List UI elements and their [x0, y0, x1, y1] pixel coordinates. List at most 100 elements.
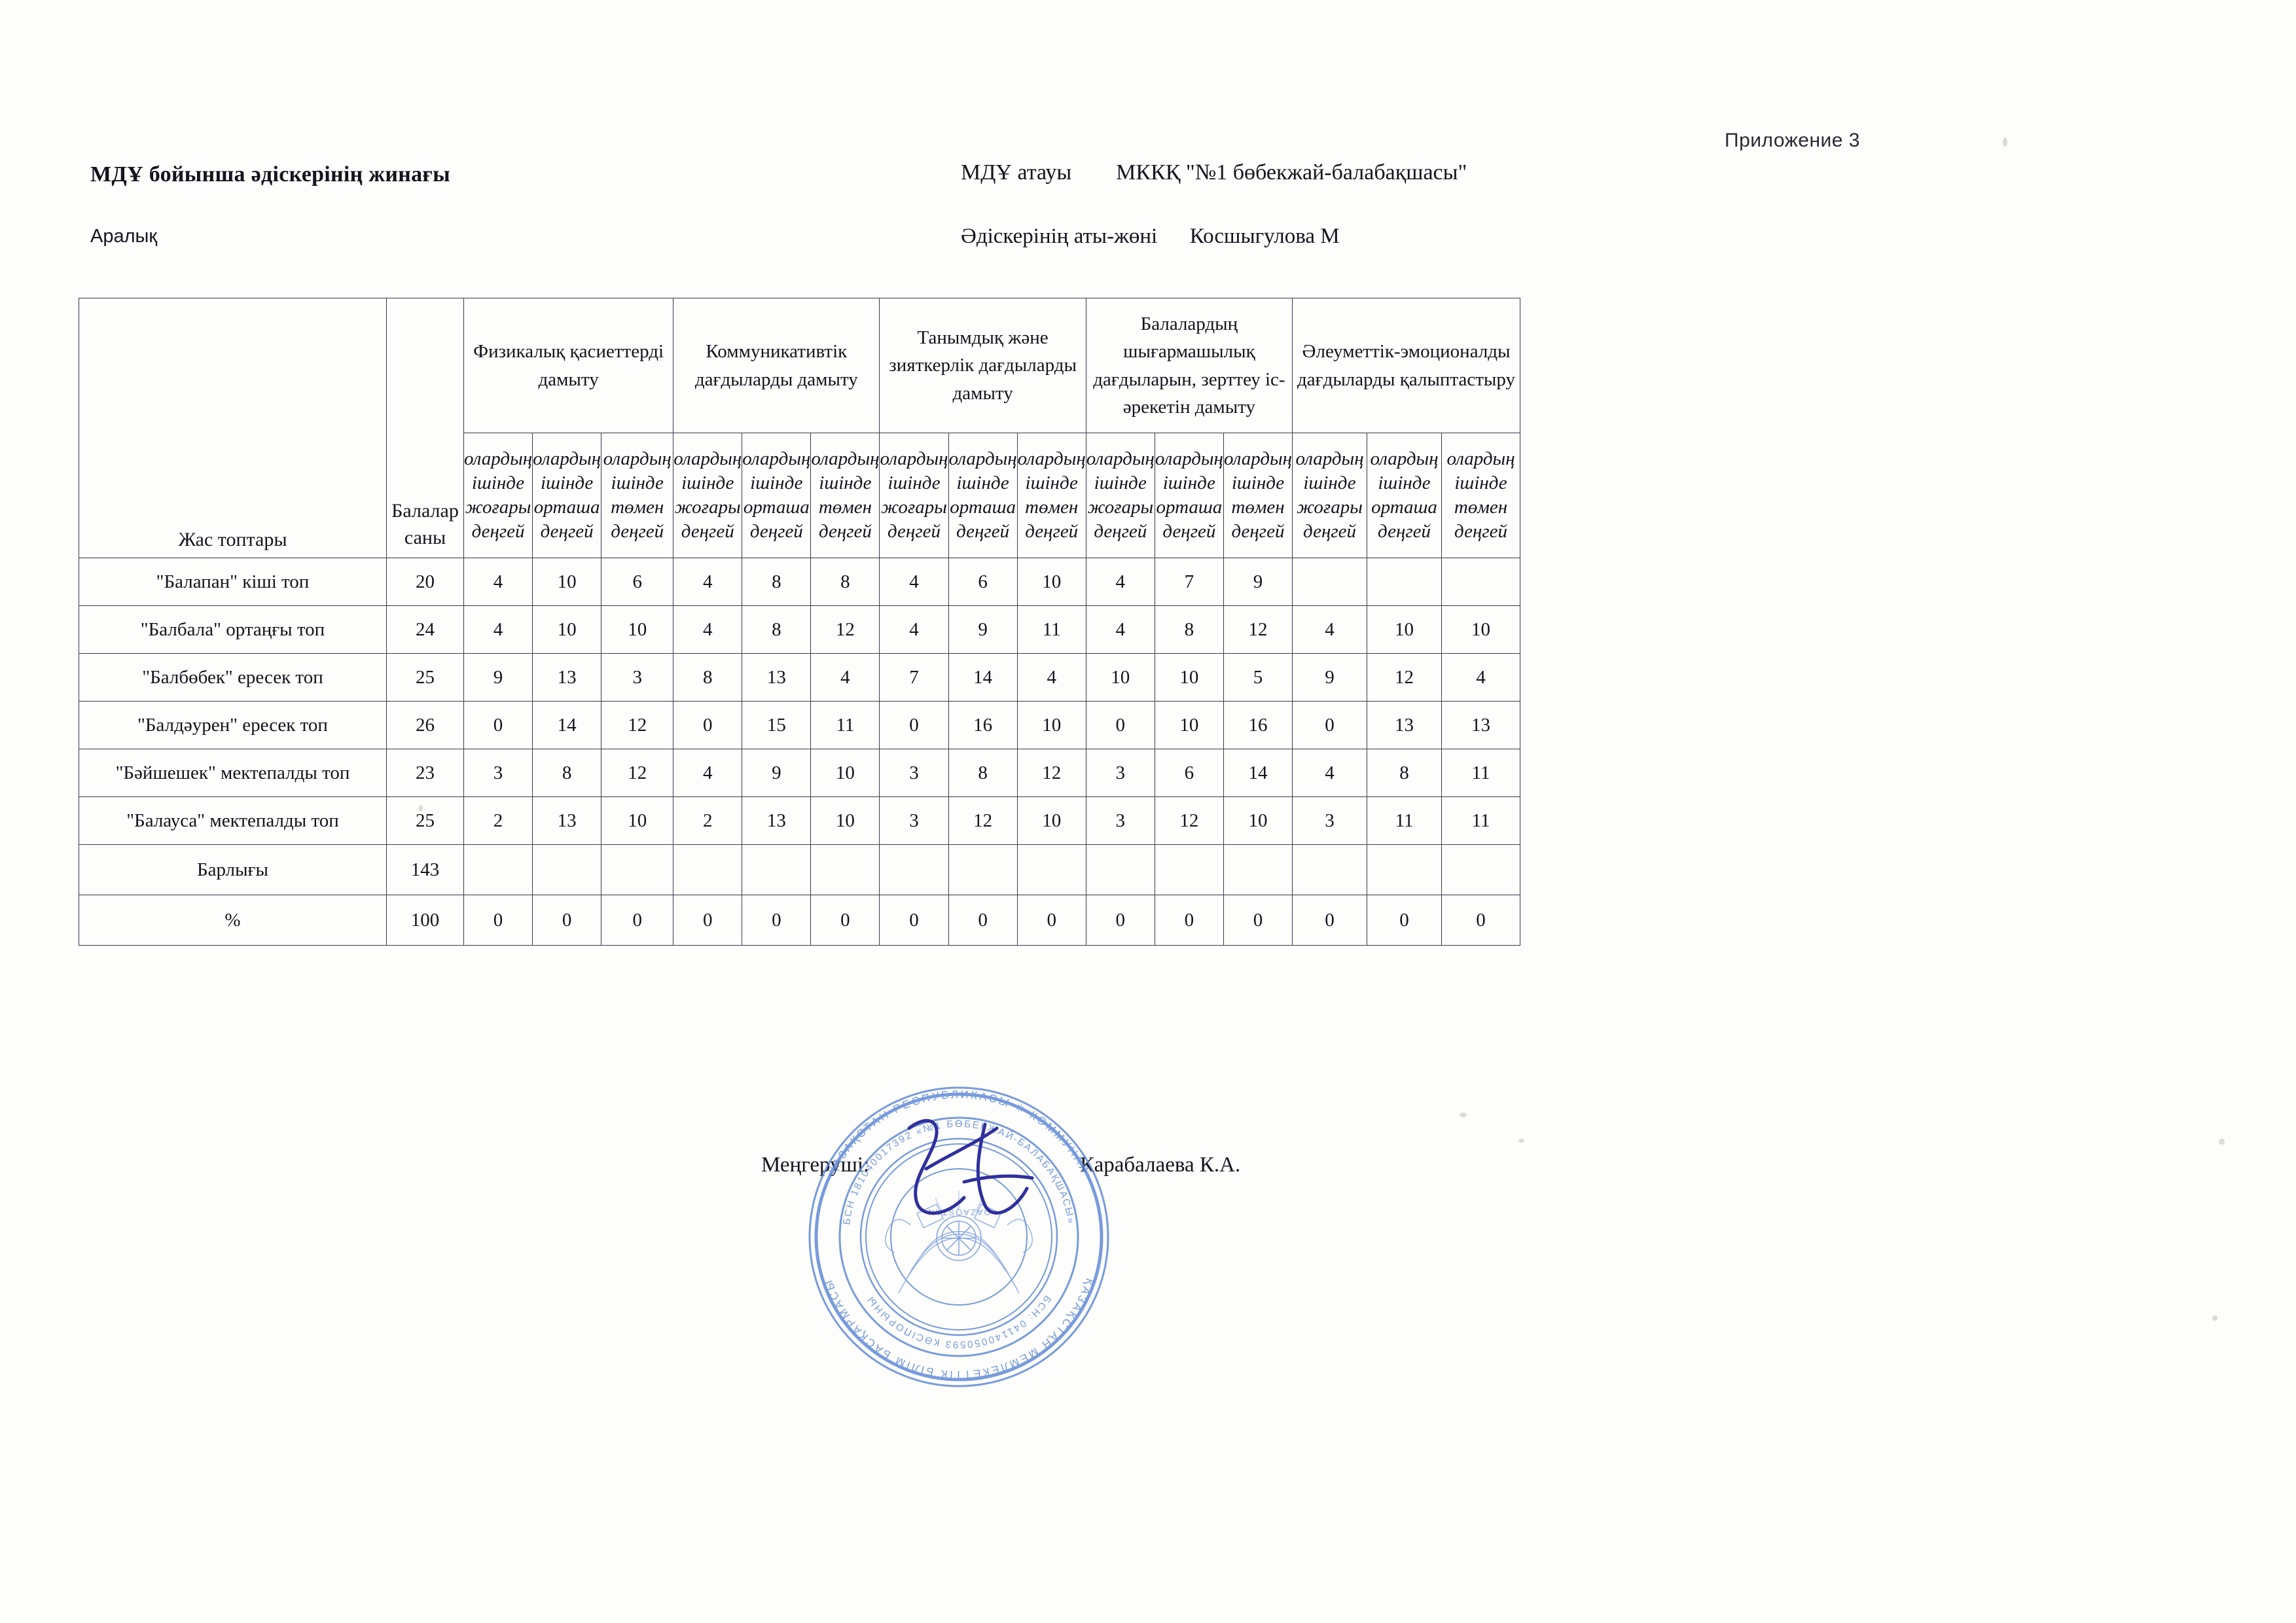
- total-cell: [1367, 844, 1443, 895]
- sub-header-cognitive-high: олардың ішінде жоғары деңгей: [879, 433, 949, 558]
- row-value-cell: 4: [1016, 653, 1086, 702]
- row-value-cell: 12: [1367, 653, 1443, 702]
- svg-text:БСН: 041140050593 КӘСІПОРЫНЫ: БСН: 041140050593 КӘСІПОРЫНЫ: [865, 1293, 1053, 1350]
- total-cell: [1441, 844, 1521, 895]
- row-group-label: "Балбөбек" ересек топ: [79, 653, 387, 702]
- row-value-cell: 14: [532, 701, 602, 749]
- sub-header-communicative-mid: олардың ішінде орташа деңгей: [742, 433, 812, 558]
- row-value-cell: 4: [1292, 749, 1368, 797]
- row-value-cell: 3: [1292, 796, 1368, 845]
- period-label: Аралық: [90, 226, 158, 247]
- row-value-cell: 9: [1223, 558, 1293, 606]
- total-cell: [532, 844, 602, 895]
- percent-value-cell: 0: [742, 895, 812, 946]
- sub-header-creative-mid: олардың ішінде орташа деңгей: [1154, 433, 1224, 558]
- header-children-count-text: Балалар саны: [391, 500, 459, 548]
- row-group-label: "Балапан" кіші топ: [79, 558, 387, 606]
- table-row: "Балапан" кіші топ 20 4 10 6 4 8 8 4 6 10 4 7 9: [79, 558, 1521, 606]
- svg-text:QAZAQSTAN: QAZAQSTAN: [927, 1207, 990, 1217]
- row-value-cell: 0: [463, 701, 533, 749]
- row-value-cell: 12: [948, 796, 1018, 845]
- sub-header-creative-high: олардың ішінде жоғары деңгей: [1085, 433, 1155, 558]
- row-value-cell: [1292, 558, 1368, 606]
- row-value-cell: 13: [1441, 701, 1521, 749]
- row-value-cell: 8: [1154, 605, 1224, 654]
- total-children-count: 143: [386, 844, 464, 895]
- group-header-social-emotional: Әлеуметтік-эмоционалды дағдыларды қалыпт…: [1292, 298, 1521, 433]
- row-value-cell: 10: [810, 796, 880, 845]
- total-cell: [601, 844, 674, 895]
- table-row: "Балбала" ортаңғы топ 24 4 10 10 4 8 12 4 9 11 4 8 12…: [79, 605, 1521, 654]
- percent-value-cell: 0: [1223, 895, 1293, 946]
- row-children-count: 26: [386, 701, 464, 749]
- institution-underline: ____: [1071, 160, 1116, 185]
- row-value-cell: 4: [1292, 605, 1368, 654]
- row-value-cell: 10: [532, 558, 602, 606]
- row-value-cell: 13: [532, 796, 602, 845]
- row-value-cell: 8: [1367, 749, 1443, 797]
- total-cell: [1154, 844, 1224, 895]
- row-value-cell: 14: [948, 653, 1018, 702]
- row-value-cell: 10: [1085, 653, 1155, 702]
- row-value-cell: 7: [879, 653, 949, 702]
- table-group-header-row: Жас топтары Балалар саны Физикалық қасие…: [79, 298, 1521, 558]
- total-cell: [1292, 844, 1368, 895]
- row-value-cell: 4: [1085, 558, 1155, 606]
- row-value-cell: 16: [1223, 701, 1293, 749]
- row-value-cell: 12: [810, 605, 880, 654]
- row-value-cell: 8: [673, 653, 743, 702]
- row-value-cell: 13: [742, 653, 812, 702]
- percent-value-cell: 0: [948, 895, 1018, 946]
- percent-label: %: [79, 895, 387, 946]
- row-value-cell: 11: [1441, 749, 1521, 797]
- row-value-cell: [1441, 558, 1521, 606]
- group-header-communicative: Коммуникативтік дағдыларды дамыту: [673, 298, 880, 433]
- row-value-cell: 4: [879, 605, 949, 654]
- sub-header-communicative-high: олардың ішінде жоғары деңгей: [673, 433, 743, 558]
- total-cell: [673, 844, 743, 895]
- methodist-underline: ___: [1157, 224, 1190, 248]
- total-cell: [810, 844, 880, 895]
- row-value-cell: 4: [1441, 653, 1521, 702]
- percent-value-cell: 0: [1154, 895, 1224, 946]
- row-value-cell: 10: [1367, 605, 1443, 654]
- row-value-cell: 5: [1223, 653, 1293, 702]
- row-value-cell: 3: [601, 653, 674, 702]
- percent-value-cell: 0: [1367, 895, 1443, 946]
- row-children-count: 25: [386, 653, 464, 702]
- row-value-cell: 9: [742, 749, 812, 797]
- page-title: МДҰ бойынша әдіскерінің жинағы: [90, 162, 450, 187]
- row-value-cell: 3: [463, 749, 533, 797]
- row-value-cell: 12: [1016, 749, 1086, 797]
- total-cell: [879, 844, 949, 895]
- institution-value: МККҚ "№1 бөбекжай-балабақшасы": [1116, 160, 1467, 185]
- table-row: "Бәйшешек" мектепалды топ 23 3 8 12 4 9 10 3 8 12 3…: [79, 749, 1521, 797]
- percent-value-cell: 0: [532, 895, 602, 946]
- total-cell: [1085, 844, 1155, 895]
- table-row: "Балауса" мектепалды топ 25 2 13 10 2 13 10 3 12 1…: [79, 796, 1521, 845]
- row-value-cell: 3: [879, 749, 949, 797]
- row-value-cell: 13: [1367, 701, 1443, 749]
- group-header-creative: Балалардың шығармашылық дағдыларын, зерт…: [1085, 298, 1293, 433]
- table-level-header-row: олардың ішінде жоғары деңгей олардың іші…: [79, 433, 1521, 558]
- total-cell: [463, 844, 533, 895]
- row-value-cell: 10: [601, 605, 674, 654]
- row-value-cell: 10: [1016, 701, 1086, 749]
- row-value-cell: 16: [948, 701, 1018, 749]
- sub-header-communicative-low: олардың ішінде төмен деңгей: [810, 433, 880, 558]
- total-cell: [948, 844, 1018, 895]
- row-value-cell: 12: [601, 701, 674, 749]
- row-value-cell: 10: [1154, 701, 1224, 749]
- row-value-cell: 0: [879, 701, 949, 749]
- row-value-cell: [1367, 558, 1443, 606]
- row-value-cell: 11: [1016, 605, 1086, 654]
- row-children-count: 24: [386, 605, 464, 654]
- row-value-cell: 8: [810, 558, 880, 606]
- percent-value-cell: 0: [1016, 895, 1086, 946]
- row-value-cell: 3: [1085, 796, 1155, 845]
- percent-value-cell: 0: [1441, 895, 1521, 946]
- appendix-label: Приложение 3: [1725, 130, 1860, 151]
- summary-table-wrapper: Жас топтары Балалар саны Физикалық қасие…: [79, 298, 1521, 946]
- header-age-groups: Жас топтары: [79, 298, 387, 558]
- row-value-cell: 13: [532, 653, 602, 702]
